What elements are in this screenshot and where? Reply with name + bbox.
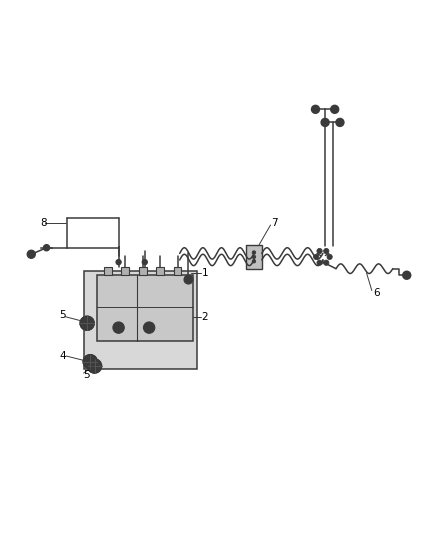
Text: 6: 6 — [373, 288, 380, 298]
Circle shape — [43, 245, 49, 251]
Circle shape — [252, 255, 256, 259]
Text: 7: 7 — [272, 218, 278, 228]
Circle shape — [27, 251, 35, 258]
Text: 1: 1 — [201, 268, 208, 278]
Circle shape — [324, 260, 329, 265]
Circle shape — [327, 254, 332, 260]
Circle shape — [113, 322, 124, 333]
Circle shape — [142, 260, 148, 265]
Text: 5: 5 — [60, 310, 66, 320]
Circle shape — [336, 118, 344, 126]
Circle shape — [317, 248, 322, 254]
Bar — [173, 268, 181, 275]
Circle shape — [92, 363, 98, 369]
Text: 8: 8 — [40, 218, 46, 228]
Circle shape — [116, 260, 121, 265]
Circle shape — [311, 106, 319, 113]
Bar — [246, 245, 262, 269]
FancyBboxPatch shape — [97, 275, 193, 341]
Circle shape — [252, 251, 256, 254]
Circle shape — [184, 275, 193, 284]
Circle shape — [324, 248, 329, 254]
Circle shape — [84, 320, 90, 326]
Text: 5: 5 — [83, 370, 89, 380]
Text: 4: 4 — [60, 351, 66, 361]
Circle shape — [88, 359, 102, 373]
FancyBboxPatch shape — [84, 271, 197, 369]
Circle shape — [331, 106, 339, 113]
Circle shape — [80, 316, 94, 330]
Circle shape — [144, 322, 155, 333]
Bar — [139, 268, 147, 275]
Circle shape — [317, 260, 322, 265]
Bar — [121, 268, 129, 275]
Bar — [156, 268, 164, 275]
Bar — [104, 268, 112, 275]
Circle shape — [321, 118, 329, 126]
Circle shape — [403, 271, 411, 279]
Circle shape — [314, 254, 319, 260]
Text: 2: 2 — [201, 312, 208, 322]
Circle shape — [83, 354, 97, 369]
Circle shape — [252, 260, 256, 263]
Circle shape — [87, 359, 93, 365]
